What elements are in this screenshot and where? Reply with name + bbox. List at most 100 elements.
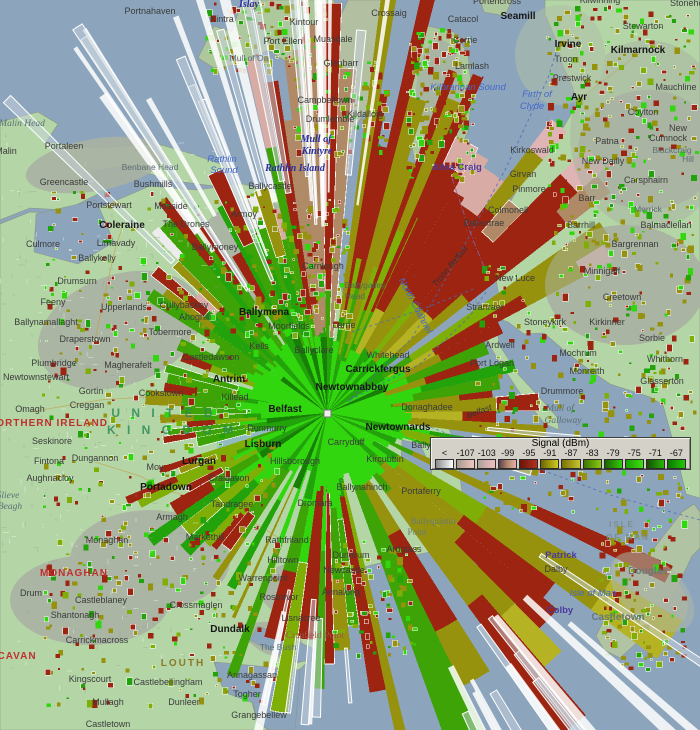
legend-entry: -91	[539, 449, 560, 469]
legend-entry: -99	[497, 449, 518, 469]
map-label: Catacol	[448, 14, 479, 24]
map-label: Kilmarnock	[611, 45, 666, 56]
map-label: Dungannon	[72, 453, 119, 463]
map-label: Lisburn	[245, 439, 282, 450]
map-label: Magherafelt	[104, 360, 152, 370]
map-label: Ailsa Craig	[432, 162, 482, 173]
map-label: Drum	[20, 588, 42, 598]
map-label: Mull of	[545, 403, 575, 414]
map-label: Ballygalley	[345, 280, 386, 290]
map-label: Antrim	[213, 374, 245, 385]
map-label: Gortin	[79, 386, 104, 396]
map-label: Ballymena	[239, 307, 289, 318]
map-label: Greencastle	[40, 177, 89, 187]
legend-entry-label: -75	[627, 448, 641, 458]
map-label: Girvan	[510, 169, 537, 179]
map-label: Aughnacloy	[26, 473, 74, 483]
transmitter-marker[interactable]	[323, 409, 332, 418]
map-label: Kirkinner	[589, 317, 625, 327]
map-label: NORTHERN IRELAND	[0, 418, 108, 429]
map-label: Lamlash	[455, 61, 489, 71]
map-label: Armagh	[156, 512, 188, 522]
map-label: Coylton	[628, 107, 659, 117]
legend-color-swatch	[477, 459, 497, 469]
map-label: Hillsborough	[270, 456, 320, 466]
legend-entry: -107	[455, 449, 476, 469]
legend-color-swatch	[645, 459, 665, 469]
map-label: Castletown	[86, 719, 131, 729]
legend-entry: -79	[603, 449, 624, 469]
map-label: Grangebellew	[231, 710, 287, 720]
map-label: Newtownabbey	[316, 382, 389, 393]
map-label: Creggan	[70, 400, 105, 410]
map-label: Cullybackey	[160, 300, 209, 310]
map-label: Ardglass	[386, 544, 422, 554]
map-label: Whitehead	[366, 350, 409, 360]
map-label: Galloway	[545, 416, 583, 426]
legend-entry-label: -79	[606, 448, 620, 458]
map-label: Barr	[578, 193, 595, 203]
map-label: Annalong	[322, 587, 360, 597]
map-label: Ballymoney	[192, 242, 239, 252]
map-label: Shantonagh	[51, 610, 100, 620]
map-label: Patna	[595, 136, 619, 146]
map-label: Feeny	[40, 297, 66, 307]
map-label: Mauchline	[655, 82, 696, 92]
map-label: Mull of	[300, 134, 334, 145]
map-label: MONAGHAN	[40, 568, 108, 579]
map-label: Ballyquintin	[411, 516, 457, 526]
map-label: ISLE	[609, 520, 635, 529]
map-label: Carsphairn	[624, 175, 668, 185]
map-label: Mosside	[154, 201, 188, 211]
legend-title: Signal (dBm)	[531, 438, 590, 449]
legend-entry: -83	[582, 449, 603, 469]
map-label: Rathlin	[207, 154, 237, 165]
map-label: Hill	[682, 154, 694, 164]
map-label: Bargrennan	[611, 239, 658, 249]
map-label: Rathfriland	[265, 535, 309, 545]
legend-color-swatch	[519, 459, 539, 469]
map-label: Kells	[249, 341, 269, 351]
map-label: Benbane Head	[122, 162, 179, 172]
legend-color-swatch	[582, 459, 602, 469]
map-label: Irvine	[555, 39, 582, 50]
map-label: Newtownstewart	[3, 372, 70, 382]
map-label: Armoy	[231, 209, 258, 219]
legend-entry: -87	[560, 449, 581, 469]
map-label: The Drones	[162, 219, 210, 229]
map-label: Ballantrae	[464, 218, 505, 228]
map-label: Drummore	[541, 386, 584, 396]
map-label: Tobermore	[148, 327, 191, 337]
map-label: Omagh	[15, 404, 45, 414]
map-label: New Dailly	[582, 156, 625, 166]
map-label: Prestwick	[553, 73, 592, 83]
map-label: Kilbrannan Sound	[430, 82, 506, 93]
map-label: Portaleen	[45, 141, 84, 151]
map-label: Stonehouse	[670, 0, 700, 8]
map-label: Newtownards	[365, 422, 430, 433]
map-label: Seamill	[500, 11, 535, 22]
map-label: New Luce	[495, 273, 535, 283]
map-label: OF MAN	[606, 533, 650, 542]
map-label: New	[669, 123, 688, 133]
map-label: CAVAN	[0, 651, 37, 662]
legend-entry: <	[434, 449, 455, 469]
map-label: Mull of Oa	[230, 53, 269, 63]
legend-entry: -71	[645, 449, 666, 469]
map-label: Castlebellingham	[133, 677, 202, 687]
legend-entry-label: -71	[648, 448, 662, 458]
map-label: Rathlin Island	[264, 163, 326, 174]
map-label: Ahoghill	[179, 312, 211, 322]
map-label: Castletown	[591, 612, 644, 623]
route-belfast-stranraer	[349, 291, 487, 401]
map-label: Portadown	[140, 482, 192, 493]
map-label: Stranraer	[466, 302, 504, 312]
legend-entry-label: -87	[564, 448, 578, 458]
map-label: Coleraine	[99, 220, 145, 231]
map-label: Killead	[221, 392, 248, 402]
map-label: Kirkoswald	[510, 145, 554, 155]
map-label: Blackcraig	[652, 145, 691, 155]
